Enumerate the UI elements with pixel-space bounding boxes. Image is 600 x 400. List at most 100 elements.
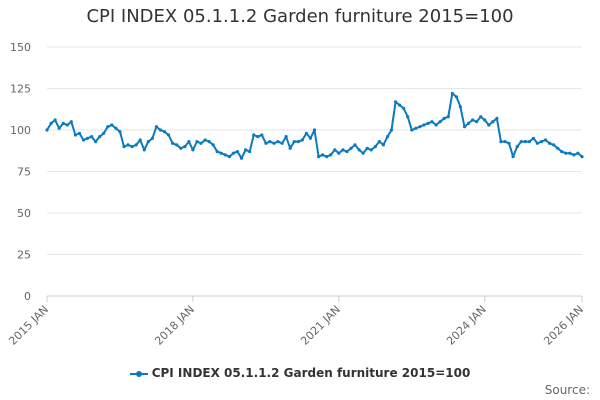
data-point	[235, 150, 240, 154]
y-tick-label: 100	[10, 124, 31, 137]
grid-lines	[47, 46, 582, 297]
data-point	[49, 121, 53, 125]
data-point	[45, 128, 49, 132]
data-point	[106, 125, 110, 129]
data-point	[426, 121, 430, 125]
data-point	[462, 125, 467, 129]
data-point	[118, 130, 122, 134]
data-point	[57, 126, 61, 130]
data-point	[207, 140, 211, 144]
data-point	[272, 141, 276, 145]
data-point	[300, 138, 304, 142]
data-point	[244, 148, 248, 152]
data-point	[329, 153, 333, 157]
data-point	[211, 143, 215, 147]
data-point	[150, 136, 154, 140]
data-point	[53, 118, 57, 122]
data-point	[487, 123, 491, 127]
data-point	[175, 143, 179, 147]
data-point	[146, 140, 150, 144]
data-point	[507, 141, 511, 145]
data-point	[491, 120, 495, 124]
data-point	[167, 133, 171, 137]
legend[interactable]: CPI INDEX 05.1.1.2 Garden furniture 2015…	[0, 366, 600, 380]
data-point	[81, 138, 86, 142]
data-point	[580, 155, 584, 159]
data-point	[430, 120, 434, 124]
data-point	[158, 128, 163, 132]
data-point	[252, 133, 256, 137]
data-point	[337, 151, 341, 155]
data-point	[466, 121, 471, 125]
data-point	[341, 148, 345, 152]
data-point	[373, 145, 377, 149]
data-point	[361, 151, 365, 155]
x-tick-label: 2018 JAN	[152, 303, 197, 348]
data-point	[446, 115, 450, 119]
data-point	[418, 125, 422, 129]
data-point	[276, 140, 280, 144]
data-point	[195, 140, 199, 144]
data-point	[556, 146, 560, 150]
data-point	[564, 151, 568, 155]
data-point	[231, 151, 235, 155]
data-point	[515, 145, 519, 149]
data-point	[454, 95, 458, 99]
y-tick-label: 50	[17, 207, 31, 220]
data-point	[239, 156, 244, 160]
data-point	[527, 140, 531, 144]
y-tick-label: 75	[17, 166, 31, 179]
data-point	[69, 120, 73, 124]
data-point	[377, 140, 381, 144]
data-point	[90, 135, 94, 139]
data-point	[333, 148, 337, 152]
data-point	[122, 145, 126, 149]
data-point	[321, 153, 325, 157]
series-layer	[45, 91, 584, 160]
y-tick-label: 150	[10, 41, 31, 54]
data-point	[523, 140, 527, 144]
data-point	[280, 141, 284, 145]
data-point	[179, 146, 183, 150]
data-point	[475, 120, 479, 124]
x-axis	[46, 296, 583, 302]
data-point	[288, 146, 292, 150]
data-point	[394, 100, 398, 104]
data-point	[199, 141, 203, 145]
data-point	[353, 143, 357, 147]
y-tick-label: 25	[17, 249, 31, 262]
data-point	[219, 151, 223, 155]
data-point	[357, 148, 361, 152]
data-point	[471, 118, 475, 122]
legend-swatch	[129, 370, 148, 377]
chart-title: CPI INDEX 05.1.1.2 Garden furniture 2015…	[86, 6, 514, 27]
data-point	[114, 126, 118, 130]
data-point	[203, 138, 207, 142]
data-point	[450, 91, 454, 96]
data-point	[543, 138, 548, 142]
y-tick-label: 0	[24, 290, 31, 303]
data-point	[227, 155, 231, 159]
data-point	[292, 140, 296, 144]
data-point	[296, 140, 300, 144]
y-tick-label: 125	[10, 83, 31, 96]
x-tick-label: 2024 JAN	[444, 303, 489, 348]
data-point	[381, 143, 385, 147]
data-point	[548, 141, 552, 145]
data-point	[85, 136, 90, 140]
data-point	[215, 150, 219, 154]
data-point	[385, 135, 390, 139]
data-point	[284, 135, 288, 139]
data-point	[162, 130, 167, 134]
data-point	[264, 141, 268, 145]
data-point	[317, 155, 321, 159]
data-point	[154, 125, 158, 129]
data-point	[268, 140, 272, 144]
x-tick-label: 2021 JAN	[298, 303, 343, 348]
data-point	[369, 148, 373, 152]
data-point	[458, 105, 462, 109]
data-point	[483, 118, 487, 122]
data-point	[345, 150, 349, 154]
data-point	[304, 131, 308, 135]
